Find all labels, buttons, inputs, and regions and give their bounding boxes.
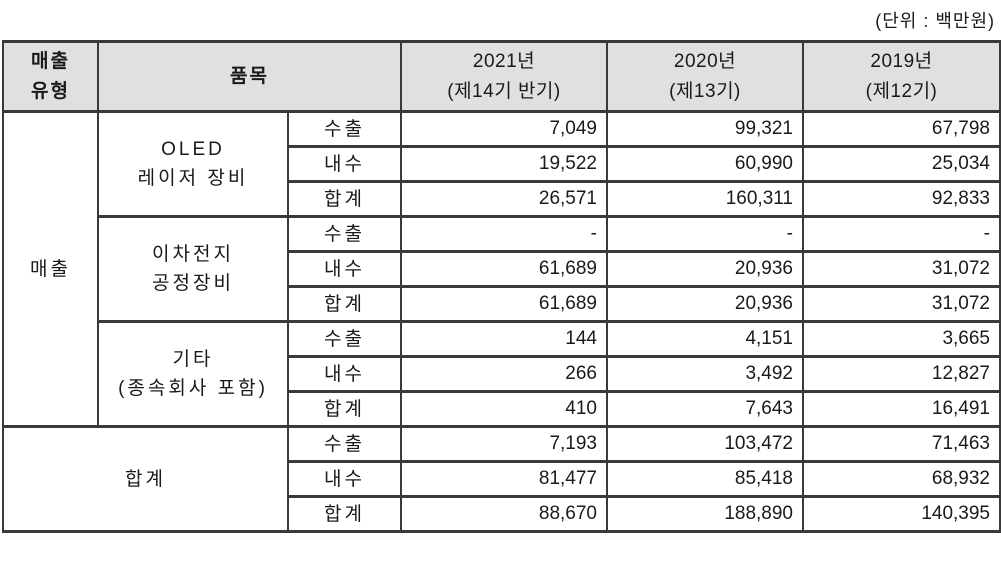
header-year-2021: 2021년 (제14기 반기) bbox=[400, 40, 608, 113]
row-battery-domestic: 내수 61,689 20,936 31,072 bbox=[3, 250, 1001, 288]
cell-etc-domestic-2021: 266 bbox=[400, 355, 608, 393]
cell-total-subtotal-2019: 140,395 bbox=[802, 495, 1001, 533]
row-total-subtotal: 합계 88,670 188,890 140,395 bbox=[3, 495, 1001, 533]
cell-sales-type: 매출 bbox=[2, 110, 99, 428]
row-oled-subtotal: 합계 26,571 160,311 92,833 bbox=[3, 180, 1001, 218]
cell-channel-domestic: 내수 bbox=[287, 250, 402, 288]
cell-oled-export-2020: 99,321 bbox=[606, 110, 804, 148]
header-item: 품목 bbox=[97, 40, 402, 113]
row-etc-domestic: 내수 266 3,492 12,827 bbox=[3, 355, 1001, 393]
cell-battery-subtotal-2019: 31,072 bbox=[802, 285, 1001, 323]
cell-channel-export: 수출 bbox=[287, 215, 402, 253]
cell-battery-subtotal-2021: 61,689 bbox=[400, 285, 608, 323]
unit-label: (단위 : 백만원) bbox=[875, 11, 995, 31]
cell-battery-domestic-2019: 31,072 bbox=[802, 250, 1001, 288]
cell-etc-subtotal-2021: 410 bbox=[400, 390, 608, 428]
cell-total-export-2020: 103,472 bbox=[606, 425, 804, 463]
cell-etc-subtotal-2020: 7,643 bbox=[606, 390, 804, 428]
row-battery-subtotal: 합계 61,689 20,936 31,072 bbox=[3, 285, 1001, 323]
cell-total-subtotal-2021: 88,670 bbox=[400, 495, 608, 533]
cell-oled-export-2019: 67,798 bbox=[802, 110, 1001, 148]
row-etc-subtotal: 합계 410 7,643 16,491 bbox=[3, 390, 1001, 428]
header-year-2020: 2020년 (제13기) bbox=[606, 40, 804, 113]
cell-channel-export: 수출 bbox=[287, 110, 402, 148]
cell-grand-total: 합계 bbox=[2, 425, 289, 533]
row-oled-domestic: 내수 19,522 60,990 25,034 bbox=[3, 145, 1001, 183]
cell-item-oled: OLED 레이저 장비 bbox=[97, 110, 289, 218]
cell-oled-subtotal-2020: 160,311 bbox=[606, 180, 804, 218]
cell-battery-domestic-2021: 61,689 bbox=[400, 250, 608, 288]
row-total-export: 합계 수출 7,193 103,472 71,463 bbox=[2, 425, 1001, 533]
row-oled-export: 매출 OLED 레이저 장비 수출 7,049 99,321 67,798 bbox=[2, 110, 1001, 428]
cell-battery-export-2020: - bbox=[606, 215, 804, 253]
cell-channel-domestic: 내수 bbox=[287, 145, 402, 183]
cell-channel-subtotal: 합계 bbox=[287, 390, 402, 428]
cell-etc-domestic-2019: 12,827 bbox=[802, 355, 1001, 393]
header-year-2019: 2019년 (제12기) bbox=[802, 40, 1001, 113]
row-battery-export: 이차전지 공정장비 수출 - - - bbox=[3, 215, 1001, 323]
cell-battery-export-2021: - bbox=[400, 215, 608, 253]
cell-etc-export-2019: 3,665 bbox=[802, 320, 1001, 358]
cell-channel-domestic: 내수 bbox=[287, 460, 402, 498]
cell-battery-subtotal-2020: 20,936 bbox=[606, 285, 804, 323]
row-total-domestic: 내수 81,477 85,418 68,932 bbox=[3, 460, 1001, 498]
cell-oled-domestic-2020: 60,990 bbox=[606, 145, 804, 183]
cell-total-subtotal-2020: 188,890 bbox=[606, 495, 804, 533]
cell-oled-export-2021: 7,049 bbox=[400, 110, 608, 148]
cell-battery-domestic-2020: 20,936 bbox=[606, 250, 804, 288]
cell-channel-subtotal: 합계 bbox=[287, 495, 402, 533]
cell-total-domestic-2020: 85,418 bbox=[606, 460, 804, 498]
cell-oled-subtotal-2021: 26,571 bbox=[400, 180, 608, 218]
cell-etc-domestic-2020: 3,492 bbox=[606, 355, 804, 393]
cell-battery-export-2019: - bbox=[802, 215, 1001, 253]
cell-oled-domestic-2019: 25,034 bbox=[802, 145, 1001, 183]
sales-by-item-table: 매출 유형 품목 2021년 (제14기 반기) 2020년 (제13기) 20… bbox=[2, 40, 1001, 533]
header-row: 매출 유형 품목 2021년 (제14기 반기) 2020년 (제13기) 20… bbox=[2, 40, 1001, 113]
cell-channel-subtotal: 합계 bbox=[287, 285, 402, 323]
table-body: 매출 OLED 레이저 장비 수출 7,049 99,321 67,798 내수… bbox=[2, 110, 1001, 533]
row-etc-export: 기타 (종속회사 포함) 수출 144 4,151 3,665 bbox=[3, 320, 1001, 428]
cell-total-export-2019: 71,463 bbox=[802, 425, 1001, 463]
cell-channel-export: 수출 bbox=[287, 425, 402, 463]
cell-etc-export-2020: 4,151 bbox=[606, 320, 804, 358]
cell-item-etc: 기타 (종속회사 포함) bbox=[97, 320, 289, 428]
header-sales-type: 매출 유형 bbox=[2, 40, 99, 113]
cell-item-battery: 이차전지 공정장비 bbox=[97, 215, 289, 323]
cell-total-export-2021: 7,193 bbox=[400, 425, 608, 463]
cell-total-domestic-2021: 81,477 bbox=[400, 460, 608, 498]
cell-channel-subtotal: 합계 bbox=[287, 180, 402, 218]
cell-etc-subtotal-2019: 16,491 bbox=[802, 390, 1001, 428]
cell-etc-export-2021: 144 bbox=[400, 320, 608, 358]
table-header: 매출 유형 품목 2021년 (제14기 반기) 2020년 (제13기) 20… bbox=[2, 40, 1001, 113]
cell-total-domestic-2019: 68,932 bbox=[802, 460, 1001, 498]
cell-oled-subtotal-2019: 92,833 bbox=[802, 180, 1001, 218]
cell-oled-domestic-2021: 19,522 bbox=[400, 145, 608, 183]
cell-channel-export: 수출 bbox=[287, 320, 402, 358]
cell-channel-domestic: 내수 bbox=[287, 355, 402, 393]
